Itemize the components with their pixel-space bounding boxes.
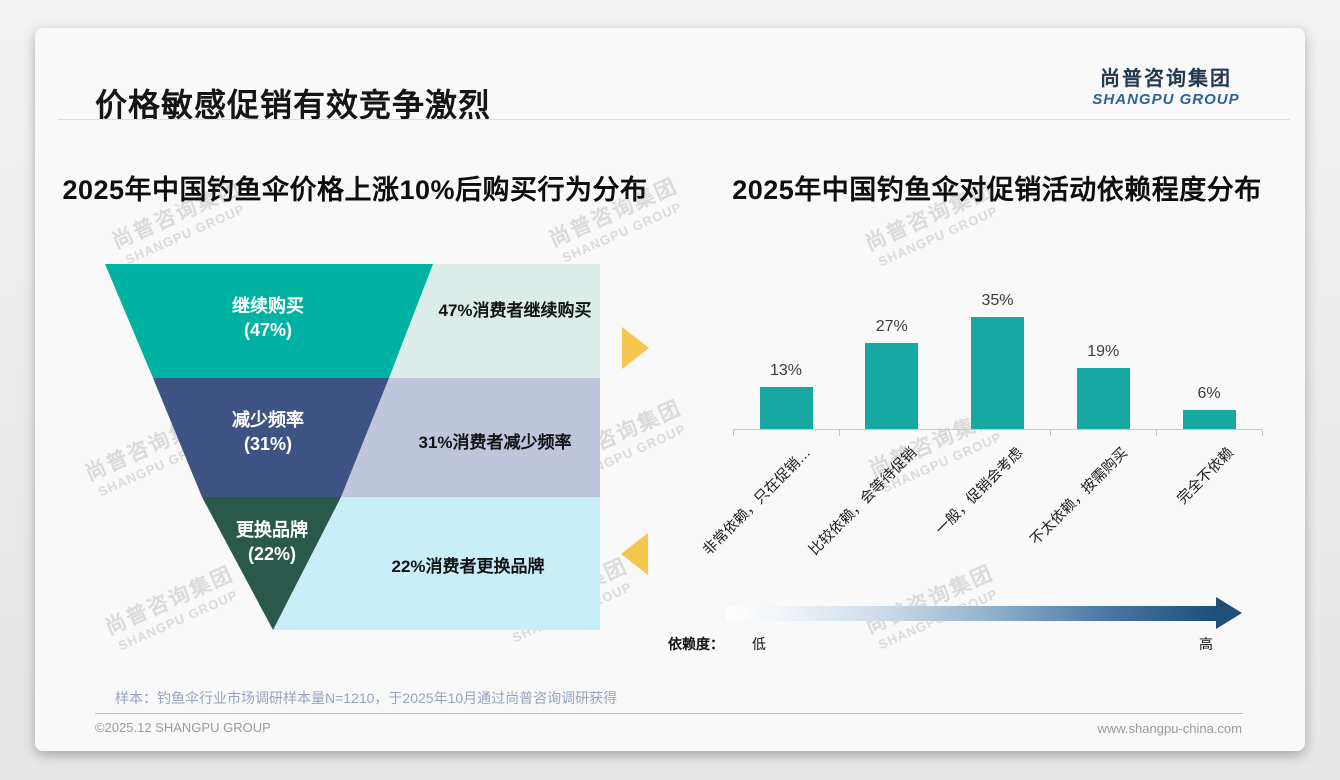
bar-value-label: 13% xyxy=(769,362,803,379)
dependence-low-label: 低 xyxy=(752,636,766,652)
funnel-chart-title: 2025年中国钓鱼伞价格上涨10%后购买行为分布 xyxy=(62,175,648,205)
funnel-graphic xyxy=(105,264,600,630)
tier1-pct: (47%) xyxy=(243,320,292,340)
funnel-tier1-label: 继续购买 (47%) xyxy=(188,294,348,342)
bar-value-label: 27% xyxy=(875,318,908,335)
dependence-gradient-arrow xyxy=(726,606,1216,621)
dependence-gradient-arrowhead-icon xyxy=(1216,597,1242,629)
funnel-tier1-shape xyxy=(105,264,433,378)
sample-note: 样本：钓鱼伞行业市场调研样本量N=1210，于2025年10月通过尚普咨询调研获… xyxy=(115,690,618,706)
copyright-text: ©2025.12 SHANGPU GROUP xyxy=(95,720,271,735)
page-title: 价格敏感促销有效竞争激烈 xyxy=(95,87,492,123)
funnel-tier2-annotation: 31%消费者减少频率 xyxy=(418,433,572,452)
logo-cn-text: 尚普咨询集团 xyxy=(1100,68,1232,90)
bar-value-label: 19% xyxy=(1087,343,1120,360)
bar-5 xyxy=(1182,410,1236,429)
funnel-tier3-label: 更换品牌 (22%) xyxy=(192,518,352,566)
bar-3 xyxy=(971,317,1024,429)
funnel-tier1-annotation-bg xyxy=(389,264,600,378)
x-axis-tick xyxy=(1050,430,1052,436)
tier3-pct: (22%) xyxy=(247,544,296,564)
funnel-tier1-annotation: 47%消费者继续购买 xyxy=(438,301,592,320)
arrow-right-icon xyxy=(622,327,649,369)
x-axis-tick xyxy=(838,430,840,436)
bar-value-label: 35% xyxy=(981,292,1014,309)
x-axis-tick xyxy=(1156,430,1158,436)
bar-2 xyxy=(865,343,919,429)
funnel-tier2-annotation-bg xyxy=(341,378,600,497)
logo-en-text: SHANGPU GROUP xyxy=(1092,91,1240,108)
x-axis-tick xyxy=(944,430,946,436)
bar-4 xyxy=(1076,368,1130,429)
tier2-name: 减少频率 xyxy=(232,410,304,430)
tier2-pct: (31%) xyxy=(243,434,292,454)
header-divider xyxy=(58,119,1290,120)
dependence-legend-label: 依赖度： xyxy=(668,636,724,652)
bar-chart-title: 2025年中国钓鱼伞对促销活动依赖程度分布 xyxy=(732,175,1262,205)
tier3-name: 更换品牌 xyxy=(236,520,308,540)
x-axis-line xyxy=(733,429,1262,430)
funnel-tier3-annotation: 22%消费者更换品牌 xyxy=(391,557,545,576)
tier1-name: 继续购买 xyxy=(232,296,304,316)
funnel-tier2-shape xyxy=(153,378,389,497)
funnel-tier3-shape xyxy=(202,497,341,630)
x-axis-tick xyxy=(733,430,734,436)
funnel-tier2-label: 减少频率 (31%) xyxy=(188,408,348,456)
dependence-high-label: 高 xyxy=(1199,636,1213,652)
footer-divider xyxy=(95,713,1243,714)
x-axis-tick xyxy=(1262,430,1263,436)
website-text: www.shangpu-china.com xyxy=(1097,721,1242,736)
funnel-tier3-annotation-bg xyxy=(273,497,600,630)
company-logo: 尚普咨询集团 SHANGPU GROUP xyxy=(1076,62,1256,108)
arrow-left-icon xyxy=(621,533,648,575)
bar-1 xyxy=(759,387,813,429)
bar-value-label: 6% xyxy=(1197,385,1221,402)
